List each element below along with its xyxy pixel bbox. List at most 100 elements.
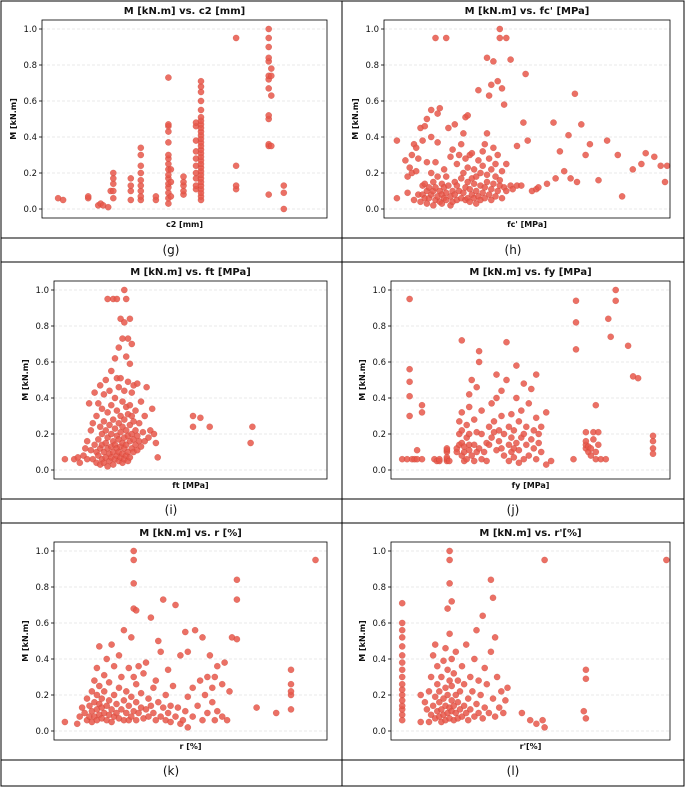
data-point: [164, 666, 172, 674]
data-point: [425, 688, 433, 695]
data-point: [96, 423, 104, 431]
data-point: [102, 376, 110, 384]
data-point: [81, 709, 88, 717]
data-point: [413, 446, 421, 454]
data-point: [189, 713, 197, 720]
data-point: [515, 418, 523, 425]
data-point: [249, 423, 256, 431]
data-point: [164, 709, 172, 717]
data-point: [83, 437, 91, 445]
data-point: [522, 70, 529, 78]
data-point: [425, 184, 433, 191]
data-point: [247, 439, 254, 447]
data-point: [150, 684, 157, 692]
data-point: [113, 700, 120, 708]
y-tick-label: 0.2: [35, 691, 49, 701]
y-tick-label: 0.8: [365, 61, 379, 71]
data-point: [485, 155, 493, 162]
data-point: [432, 158, 439, 166]
data-point: [481, 140, 489, 148]
data-point: [502, 187, 510, 195]
data-point: [141, 412, 149, 420]
y-axis-label: M [kN.m]: [21, 359, 30, 400]
data-point: [440, 166, 448, 173]
data-point: [498, 194, 506, 202]
y-axis-label: M [kN.m]: [9, 98, 18, 139]
data-point: [440, 657, 447, 665]
data-point: [280, 182, 288, 189]
data-point: [109, 194, 117, 202]
data-point: [94, 400, 102, 407]
data-point: [464, 112, 472, 119]
data-point: [500, 430, 508, 438]
data-point: [541, 556, 548, 564]
y-tick-label: 0.8: [23, 61, 37, 71]
data-point: [488, 434, 495, 441]
data-point: [533, 720, 540, 728]
data-point: [487, 196, 495, 204]
data-point: [560, 167, 568, 175]
data-point: [130, 580, 138, 587]
data-point: [452, 691, 460, 699]
plot-frame: [383, 19, 671, 219]
data-point: [398, 666, 406, 674]
x-axis-label: fy [MPa]: [512, 481, 550, 490]
data-point: [419, 137, 426, 144]
data-point: [500, 101, 508, 108]
data-point: [76, 713, 84, 720]
data-point: [526, 716, 534, 724]
data-point: [490, 58, 497, 65]
data-point: [120, 286, 128, 294]
data-point: [197, 414, 204, 422]
data-point: [462, 155, 469, 162]
x-axis-label: c2 [mm]: [166, 220, 203, 229]
data-point: [287, 666, 295, 674]
data-point: [460, 130, 467, 137]
data-point: [233, 576, 241, 584]
data-point: [143, 383, 150, 391]
data-point: [451, 191, 459, 198]
data-point: [132, 716, 140, 724]
data-point: [406, 365, 413, 373]
data-point: [527, 436, 535, 443]
data-point: [570, 455, 577, 463]
panel-caption: (h): [505, 243, 522, 257]
data-point: [417, 691, 425, 699]
y-tick-label: 1.0: [372, 547, 386, 557]
data-point: [145, 695, 152, 702]
data-point: [547, 457, 555, 465]
data-point: [443, 445, 451, 452]
data-point: [108, 718, 115, 726]
data-point: [412, 167, 420, 175]
data-point: [471, 713, 478, 720]
data-point: [572, 346, 580, 353]
data-point: [110, 691, 118, 699]
data-point: [421, 180, 429, 188]
data-point: [448, 655, 456, 663]
data-point: [473, 383, 481, 391]
data-point: [515, 459, 523, 467]
data-point: [128, 389, 136, 396]
data-point: [118, 673, 125, 681]
data-point: [492, 160, 499, 168]
data-point: [479, 148, 487, 155]
data-point: [473, 700, 480, 708]
data-point: [498, 85, 506, 92]
data-point: [398, 680, 406, 688]
data-point: [137, 169, 145, 177]
data-point: [463, 455, 471, 463]
data-point: [582, 666, 590, 674]
data-point: [603, 137, 611, 144]
data-point: [398, 643, 406, 650]
data-point: [406, 392, 413, 400]
data-point: [502, 34, 510, 42]
y-tick-label: 0.4: [372, 655, 386, 665]
data-point: [265, 54, 273, 62]
data-point: [221, 659, 228, 666]
data-point: [232, 34, 240, 42]
data-point: [457, 140, 465, 148]
data-point: [398, 659, 406, 666]
data-point: [115, 652, 123, 659]
data-point: [109, 416, 117, 423]
chart-title: M [kN.m] vs. fy [MPa]: [469, 267, 591, 278]
